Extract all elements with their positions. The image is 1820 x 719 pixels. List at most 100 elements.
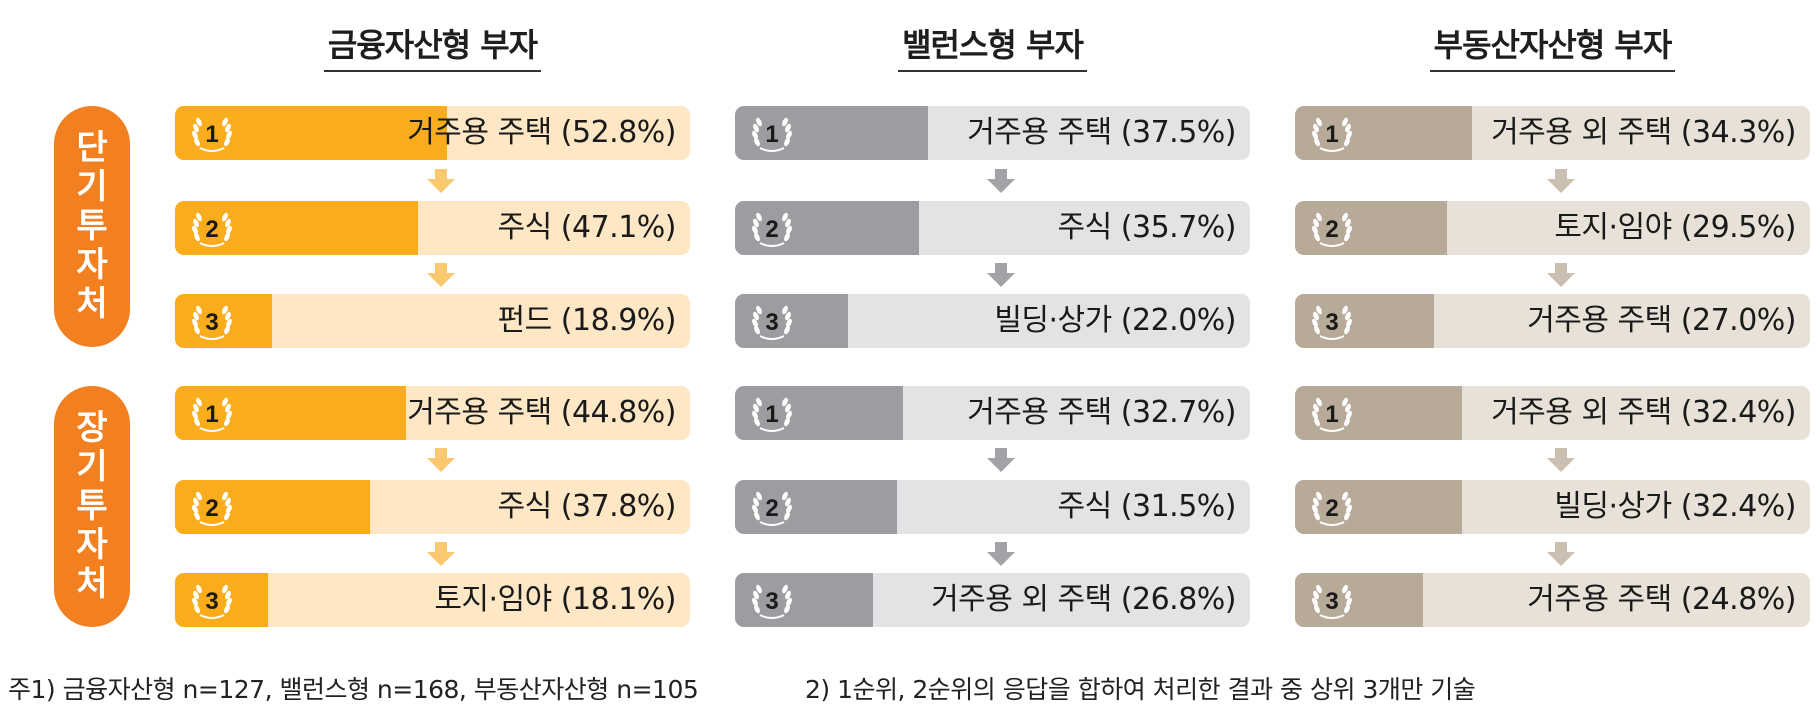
- rank-laurel-icon: 2: [751, 207, 793, 249]
- rank-laurel-icon: 1: [191, 112, 233, 154]
- down-arrow-icon: [1546, 263, 1575, 287]
- rank-laurel-icon: 2: [1311, 207, 1353, 249]
- bar-track: 3 거주용 주택 (27.0%): [1295, 294, 1810, 348]
- down-arrow-icon: [986, 263, 1015, 287]
- bar-label: 거주용 주택 (24.8%): [1527, 582, 1796, 617]
- column-header: 금융자산형 부자: [175, 20, 690, 72]
- bar-label: 거주용 주택 (32.7%): [967, 395, 1236, 430]
- bar-label: 거주용 주택 (27.0%): [1527, 303, 1796, 338]
- svg-text:2: 2: [205, 495, 218, 522]
- bar-fill: [175, 106, 447, 160]
- column-title: 금융자산형 부자: [323, 20, 542, 72]
- bar-track: 3 펀드 (18.9%): [175, 294, 690, 348]
- bar-label: 주식 (37.8%): [497, 489, 677, 524]
- rank-laurel-icon: 3: [1311, 579, 1353, 621]
- bar-track: 2 주식 (47.1%): [175, 201, 690, 255]
- bar-fill: [1295, 294, 1434, 348]
- footnote-method: 2) 1순위, 2순위의 응답을 합하여 처리한 결과 중 상위 3개만 기술: [805, 675, 1476, 704]
- svg-text:1: 1: [1325, 401, 1338, 428]
- rank-laurel-icon: 2: [751, 486, 793, 528]
- svg-text:1: 1: [765, 121, 778, 148]
- svg-text:3: 3: [765, 588, 778, 615]
- footnote-sample-size: 주1) 금융자산형 n=127, 밸런스형 n=168, 부동산자산형 n=10…: [8, 675, 699, 704]
- svg-text:3: 3: [205, 588, 218, 615]
- rank-laurel-icon: 2: [191, 486, 233, 528]
- rank-laurel-icon: 2: [1311, 486, 1353, 528]
- bar-label: 거주용 외 주택 (34.3%): [1491, 115, 1796, 150]
- rank-laurel-icon: 1: [1311, 392, 1353, 434]
- svg-text:2: 2: [765, 216, 778, 243]
- svg-text:2: 2: [205, 216, 218, 243]
- bar-track: 3 거주용 주택 (24.8%): [1295, 573, 1810, 627]
- bar-track: 2 주식 (31.5%): [735, 480, 1250, 534]
- svg-text:1: 1: [765, 401, 778, 428]
- rank-laurel-icon: 1: [1311, 112, 1353, 154]
- bar-track: 1 거주용 외 주택 (32.4%): [1295, 386, 1810, 440]
- bar-fill: [1295, 480, 1462, 534]
- svg-text:1: 1: [205, 401, 218, 428]
- column-title: 밸런스형 부자: [898, 20, 1087, 72]
- bar-track: 2 주식 (37.8%): [175, 480, 690, 534]
- column-header: 밸런스형 부자: [735, 20, 1250, 72]
- bar-fill: [1295, 386, 1462, 440]
- down-arrow-icon: [426, 263, 455, 287]
- bar-track: 3 토지·임야 (18.1%): [175, 573, 690, 627]
- down-arrow-icon: [986, 448, 1015, 472]
- bar-label: 주식 (47.1%): [497, 210, 677, 245]
- bar-label: 거주용 주택 (44.8%): [407, 395, 676, 430]
- rank-laurel-icon: 3: [751, 579, 793, 621]
- bar-label: 주식 (35.7%): [1057, 210, 1237, 245]
- svg-text:2: 2: [765, 495, 778, 522]
- svg-text:3: 3: [1325, 588, 1338, 615]
- svg-text:2: 2: [1325, 216, 1338, 243]
- column-title: 부동산자산형 부자: [1429, 20, 1676, 72]
- bar-fill: [735, 573, 873, 627]
- svg-text:1: 1: [1325, 121, 1338, 148]
- rank-laurel-icon: 2: [191, 207, 233, 249]
- bar-label: 토지·임야 (29.5%): [1554, 210, 1796, 245]
- bar-track: 1 거주용 주택 (32.7%): [735, 386, 1250, 440]
- down-arrow-icon: [426, 542, 455, 566]
- svg-text:3: 3: [205, 309, 218, 336]
- svg-text:1: 1: [205, 121, 218, 148]
- bar-label: 펀드 (18.9%): [497, 303, 677, 338]
- bar-label: 거주용 외 주택 (26.8%): [931, 582, 1236, 617]
- bar-track: 2 빌딩·상가 (32.4%): [1295, 480, 1810, 534]
- bar-label: 주식 (31.5%): [1057, 489, 1237, 524]
- rank-laurel-icon: 3: [191, 579, 233, 621]
- bar-fill: [1295, 201, 1447, 255]
- down-arrow-icon: [986, 169, 1015, 193]
- bar-track: 2 토지·임야 (29.5%): [1295, 201, 1810, 255]
- bar-label: 거주용 주택 (37.5%): [967, 115, 1236, 150]
- bar-track: 1 거주용 주택 (52.8%): [175, 106, 690, 160]
- bar-track: 1 거주용 주택 (44.8%): [175, 386, 690, 440]
- bar-label: 토지·임야 (18.1%): [434, 582, 676, 617]
- svg-text:2: 2: [1325, 495, 1338, 522]
- rank-laurel-icon: 1: [751, 112, 793, 154]
- rank-laurel-icon: 1: [751, 392, 793, 434]
- bar-track: 3 빌딩·상가 (22.0%): [735, 294, 1250, 348]
- bar-fill: [735, 480, 897, 534]
- bar-track: 3 거주용 외 주택 (26.8%): [735, 573, 1250, 627]
- column-header: 부동산자산형 부자: [1295, 20, 1810, 72]
- bar-track: 1 거주용 외 주택 (34.3%): [1295, 106, 1810, 160]
- rank-laurel-icon: 3: [751, 300, 793, 342]
- rank-laurel-icon: 1: [191, 392, 233, 434]
- rank-laurel-icon: 3: [1311, 300, 1353, 342]
- down-arrow-icon: [426, 169, 455, 193]
- down-arrow-icon: [426, 448, 455, 472]
- bar-fill: [175, 294, 272, 348]
- rank-laurel-icon: 3: [191, 300, 233, 342]
- svg-text:3: 3: [1325, 309, 1338, 336]
- bar-fill: [1295, 106, 1472, 160]
- down-arrow-icon: [1546, 169, 1575, 193]
- down-arrow-icon: [1546, 448, 1575, 472]
- svg-text:3: 3: [765, 309, 778, 336]
- down-arrow-icon: [986, 542, 1015, 566]
- bar-label: 거주용 주택 (52.8%): [407, 115, 676, 150]
- bar-label: 거주용 외 주택 (32.4%): [1491, 395, 1796, 430]
- bar-fill: [735, 386, 903, 440]
- bar-label: 빌딩·상가 (32.4%): [1554, 489, 1796, 524]
